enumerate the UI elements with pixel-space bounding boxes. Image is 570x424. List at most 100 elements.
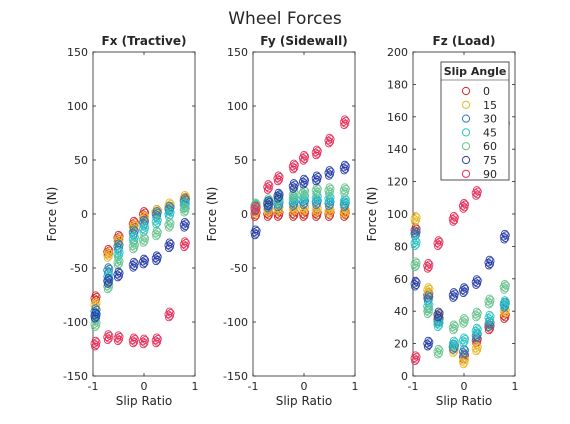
data-point (485, 261, 493, 270)
y-tick-label: 180 (387, 78, 408, 91)
data-point (299, 191, 308, 200)
data-point (139, 340, 148, 349)
data-point (459, 205, 468, 213)
y-tick-label: 100 (227, 100, 248, 113)
data-point (412, 213, 421, 222)
data-point (105, 275, 114, 284)
data-point (471, 326, 480, 335)
data-point (131, 218, 139, 227)
data-point (410, 215, 419, 223)
data-point (435, 312, 443, 320)
data-point (113, 270, 122, 279)
legend-label: 45 (483, 126, 497, 139)
x-tick-label: 1 (512, 380, 519, 393)
data-point (502, 281, 510, 290)
data-point (326, 167, 335, 176)
data-point (275, 176, 283, 184)
x-tick-label: -1 (408, 380, 419, 393)
data-point (166, 222, 174, 231)
data-point (115, 272, 123, 280)
data-point (130, 244, 139, 252)
data-point (500, 286, 509, 294)
data-point (461, 315, 470, 324)
data-point (501, 284, 510, 293)
data-point (500, 235, 509, 244)
data-point (473, 312, 482, 320)
data-point (166, 239, 175, 248)
data-point (113, 250, 122, 258)
y-tick-label: 150 (227, 46, 248, 59)
data-point (471, 344, 480, 353)
legend-marker (461, 155, 471, 165)
data-point (291, 180, 299, 189)
data-point (140, 339, 149, 347)
data-point (92, 321, 101, 330)
x-tick-label: 0 (461, 380, 468, 393)
data-point (449, 342, 458, 351)
data-point (341, 198, 350, 207)
data-point (164, 310, 173, 319)
data-point (182, 238, 190, 247)
data-point (448, 339, 457, 348)
data-point (105, 252, 113, 261)
data-point (289, 193, 298, 202)
data-point (324, 169, 333, 177)
data-point (181, 222, 190, 231)
data-point (471, 189, 480, 197)
y-axis-label: Force (N) (365, 187, 379, 242)
data-point (151, 254, 160, 263)
data-point (138, 214, 147, 223)
data-point (410, 239, 419, 248)
data-point (154, 335, 162, 343)
data-point (166, 203, 175, 211)
data-point (435, 237, 444, 246)
data-point (341, 187, 350, 196)
data-point (340, 200, 349, 208)
data-point (472, 329, 481, 338)
data-point (91, 342, 99, 351)
data-point (458, 336, 467, 345)
data-point (341, 201, 350, 210)
data-point (289, 165, 298, 174)
legend-label: 15 (483, 99, 497, 112)
data-point (103, 251, 111, 259)
data-point (265, 197, 274, 206)
data-point (131, 221, 139, 230)
x-tick-label: -1 (88, 380, 99, 393)
data-point (141, 256, 150, 264)
data-point (151, 217, 160, 226)
data-point (326, 193, 335, 202)
data-point (458, 202, 467, 210)
data-point (164, 210, 173, 218)
data-point (252, 203, 261, 211)
data-point (153, 219, 162, 227)
y-tick-label: -150 (63, 370, 88, 383)
data-point (314, 147, 322, 155)
data-point (435, 346, 444, 355)
data-point (141, 234, 150, 243)
data-point (326, 208, 334, 217)
data-point (342, 116, 350, 125)
data-point (152, 220, 161, 229)
data-point (181, 241, 190, 250)
data-point (312, 196, 321, 205)
data-point (449, 294, 458, 302)
data-point (451, 289, 459, 298)
data-point (301, 152, 310, 161)
data-point (501, 234, 510, 243)
data-point (326, 135, 335, 143)
data-point (273, 191, 282, 200)
data-point (250, 228, 259, 237)
data-point (166, 208, 175, 217)
data-point (179, 197, 188, 205)
data-point (129, 263, 138, 272)
y-axis-label: Force (N) (205, 187, 219, 242)
data-point (411, 263, 419, 272)
data-point (105, 246, 114, 255)
data-point (460, 287, 469, 296)
data-point (410, 279, 419, 288)
data-point (326, 187, 334, 196)
data-point (265, 181, 274, 190)
data-point (460, 349, 469, 358)
data-point (273, 174, 282, 183)
